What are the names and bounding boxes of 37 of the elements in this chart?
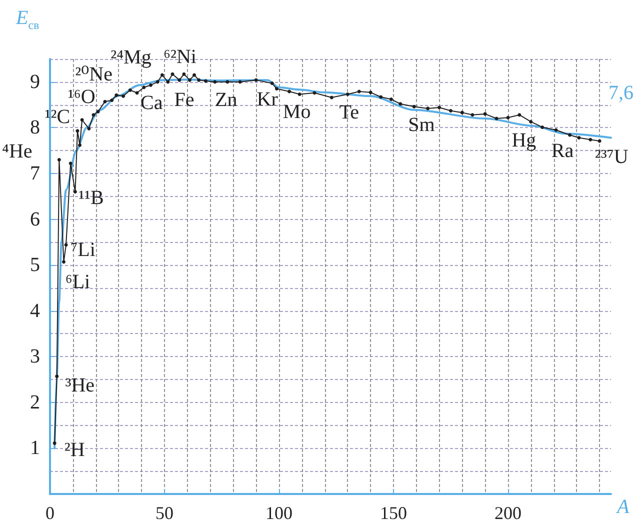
y-tick-label: 9 xyxy=(30,70,40,93)
annotation: ⁴He xyxy=(2,140,32,163)
annotation: Hg xyxy=(512,130,536,152)
annotation: Ra xyxy=(551,140,574,162)
x-tick-label: 100 xyxy=(265,503,292,523)
annotation: Te xyxy=(339,101,360,124)
annotation: Sm xyxy=(408,114,436,136)
y-tick-label: 7 xyxy=(30,162,40,184)
annotation: ³He xyxy=(65,374,95,396)
annotation: Ca xyxy=(140,92,163,114)
y-tick-label: 4 xyxy=(30,300,40,322)
y-axis-title: E$_{св}$ xyxy=(16,7,40,32)
annotation: ²⁰Ne xyxy=(75,64,113,86)
x-axis-title: A xyxy=(617,496,630,518)
annotation: ⁶²Ni xyxy=(163,46,197,68)
y-tick-label: 6 xyxy=(30,208,40,230)
annotation: ⁶Li xyxy=(65,270,91,293)
y-tick-label: 2 xyxy=(30,391,40,414)
x-tick-label: 150 xyxy=(380,503,407,523)
annotation: Mo xyxy=(282,100,311,123)
annotation: 7,6 xyxy=(608,82,634,104)
y-tick-label: 5 xyxy=(30,254,40,276)
annotation: ¹¹B xyxy=(78,186,104,209)
annotation: Zn xyxy=(215,88,238,111)
annotation: Kr xyxy=(256,88,278,111)
annotation: ²³⁷U xyxy=(594,146,629,168)
x-tick-label: 50 xyxy=(155,503,174,523)
annotation: ⁷Li xyxy=(70,238,96,261)
annotation: ¹⁶O xyxy=(68,86,96,108)
y-tick-label: 8 xyxy=(30,116,40,139)
x-tick-label: 0 xyxy=(46,503,54,523)
annotation: ²⁴Mg xyxy=(110,46,152,69)
x-tick-label: 200 xyxy=(494,503,522,523)
annotation: Fe xyxy=(174,88,194,111)
annotation: ²H xyxy=(64,439,85,462)
y-tick-label: 3 xyxy=(30,346,40,368)
y-tick-label: 1 xyxy=(30,437,40,460)
